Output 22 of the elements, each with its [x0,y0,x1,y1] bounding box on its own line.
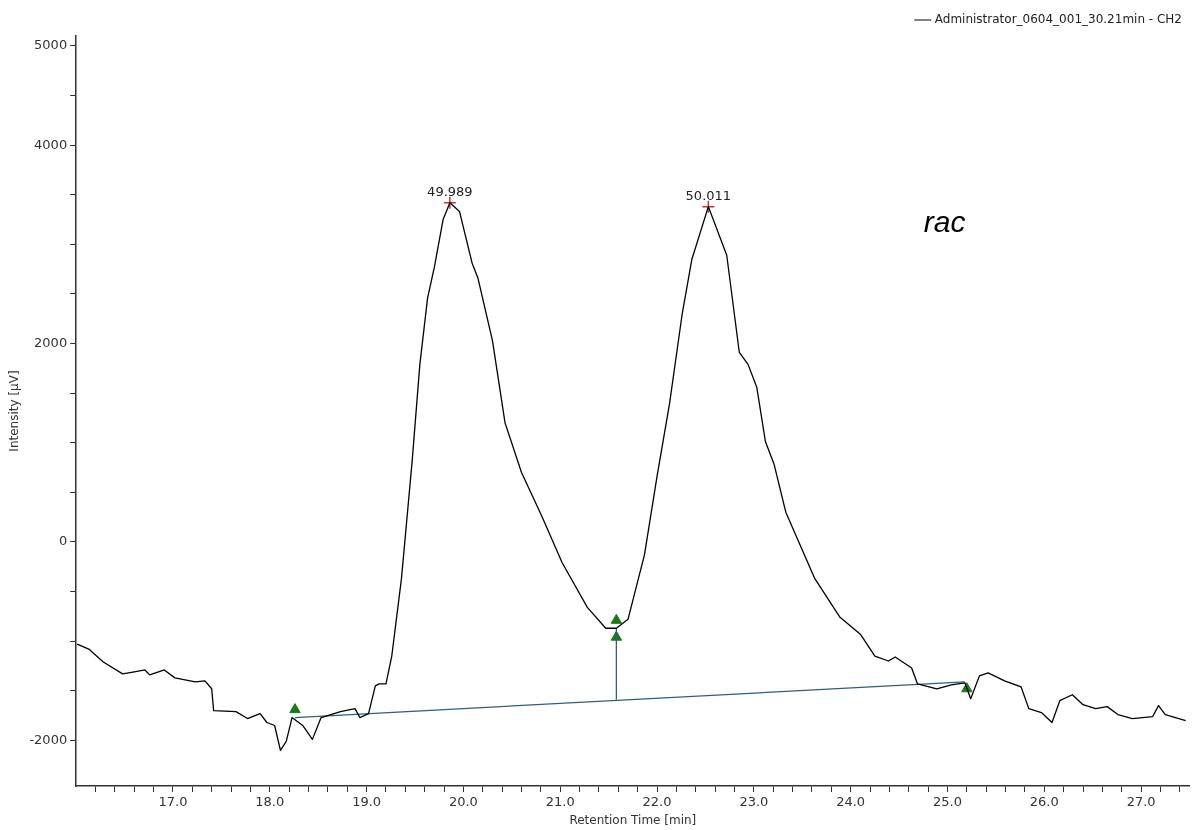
x-tick-label: 21.0 [545,794,575,810]
x-tick-label: 17.0 [158,794,188,810]
legend-label: Administrator_0604_001_30.21min - CH2 [934,12,1183,27]
y-tick-label: 0 [58,533,68,549]
y-tick-label: 5000 [34,37,68,53]
x-tick-label: 25.0 [933,794,962,810]
y-axis-title: Intensity [µV] [7,370,22,452]
x-tick-label: 23.0 [739,794,769,810]
annotation: 50.011 [685,187,732,203]
x-tick-label: 27.0 [1126,794,1156,810]
x-tick-label: 22.0 [642,794,672,810]
x-tick-label: 26.0 [1029,794,1059,810]
x-tick-label: 18.0 [255,794,285,810]
y-tick-label: -2000 [29,731,68,747]
x-tick-label: 24.0 [836,794,866,810]
y-tick-label: 2000 [34,334,68,350]
x-tick-label: 19.0 [352,794,382,810]
annotation: 49.989 [427,183,473,199]
x-axis-title: Retention Time [min] [569,812,697,827]
annotation: rac [923,204,966,238]
y-tick-label: 4000 [34,136,68,152]
x-tick-label: 20.0 [448,794,478,810]
